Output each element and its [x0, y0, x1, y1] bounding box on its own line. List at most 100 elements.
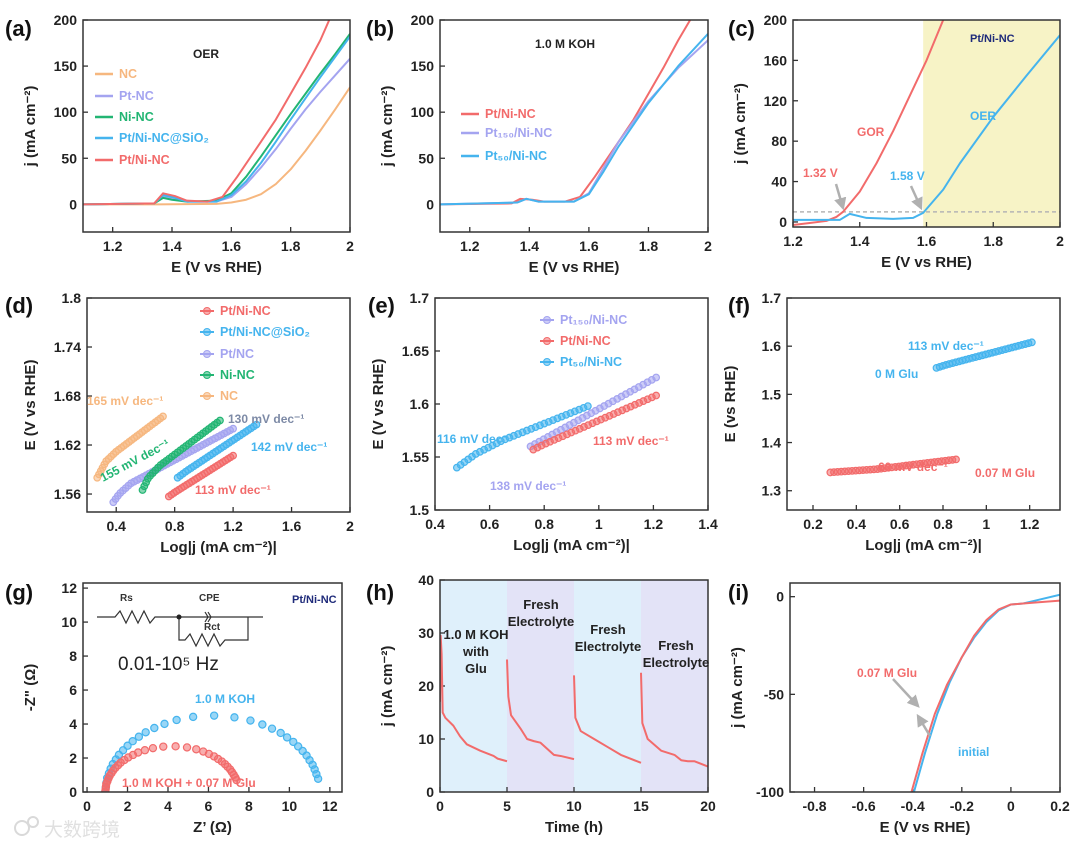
data-point [123, 741, 132, 750]
data-point [313, 774, 323, 783]
panel-label: (d) [5, 293, 33, 318]
data-point [276, 728, 285, 738]
data-point [246, 716, 255, 725]
circuit-node [176, 614, 182, 620]
x-tick-label: 0.4 [106, 518, 126, 534]
annotation: 0.07 M Glu [857, 666, 917, 680]
plot-frame [792, 19, 1061, 228]
x-tick-label: 1 [595, 516, 603, 532]
data-point [182, 743, 192, 752]
legend-marker [543, 358, 551, 366]
equivalent-circuit-icon [97, 609, 263, 648]
x-tick-label: -0.2 [950, 798, 974, 814]
shaded-region [923, 20, 1060, 227]
plot-frame [786, 297, 1061, 511]
x-tick-label: -0.6 [852, 798, 876, 814]
annotation: 0.07 M Glu [975, 466, 1035, 480]
y-axis-title: j (mA cm⁻²) [379, 86, 396, 168]
y-tick-label: 1.56 [54, 486, 81, 502]
x-axis-title: E (V vs RHE) [171, 259, 262, 276]
x-axis-title: Log|j (mA cm⁻²)| [865, 537, 982, 554]
y-axis-title: j (mA cm⁻²) [22, 86, 39, 168]
annotation: 138 mV dec⁻¹ [490, 479, 566, 493]
x-tick-label: 1.6 [222, 238, 242, 254]
annotation-text: 1.0 M KOH [443, 627, 508, 642]
x-tick-label: 15 [633, 798, 649, 814]
annotation-text: Fresh [523, 597, 558, 612]
data-point [148, 743, 158, 753]
x-axis-title: E (V vs RHE) [529, 259, 620, 276]
electrolyte-band [440, 580, 507, 792]
x-tick-label: -0.8 [802, 798, 826, 814]
panel-i: (i) -0.8 -0.6 -0.4 -0.2 0 0.2 -100 -50 0 E (V vs R… [728, 580, 1070, 836]
series-line [440, 33, 708, 206]
annotation: OER [193, 47, 219, 61]
panel-a: (a) 1.2 1.4 1.6 1.8 2 0 50 100 150 200 E (V vs RHE)… [5, 12, 354, 276]
panel-label: (a) [5, 16, 32, 41]
arrow-icon [909, 185, 923, 211]
series-line [83, 86, 350, 206]
plot-frame [439, 579, 709, 793]
legend-label: Pt/Ni-NC [560, 334, 611, 348]
y-tick-label: 1.8 [62, 290, 82, 306]
data-point [141, 728, 150, 737]
x-tick-label: 12 [322, 798, 338, 814]
plot-frame [434, 297, 709, 511]
series-line [83, 20, 331, 206]
annotation: 113 mV dec⁻¹ [195, 483, 271, 497]
data-point [652, 373, 661, 382]
x-tick-label: 0.8 [534, 516, 554, 532]
x-tick-label: 1.2 [103, 238, 123, 254]
legend-label: Pt₁₅₀/Ni-NC [560, 313, 627, 327]
arrow-icon [916, 713, 932, 737]
x-tick-label: 1.6 [579, 238, 599, 254]
series-line [573, 675, 642, 764]
x-tick-label: 8 [245, 798, 253, 814]
x-tick-label: 0.8 [933, 516, 953, 532]
x-tick-label: 1.4 [850, 233, 870, 249]
y-tick-label: 30 [418, 625, 434, 641]
annotation: 1.32 V [803, 166, 838, 180]
x-tick-label: 10 [566, 798, 582, 814]
y-tick-label: 1.6 [762, 338, 782, 354]
annotation-text: Fresh [590, 622, 625, 637]
x-axis-title: Log|j (mA cm⁻²)| [160, 539, 277, 556]
y-tick-label: 0 [69, 784, 77, 800]
panel-label: (h) [366, 580, 394, 605]
data-point [267, 724, 277, 733]
y-tick-label: 1.6 [410, 396, 430, 412]
x-axis-title: Z’ (Ω) [193, 819, 232, 836]
y-tick-label: 100 [54, 104, 78, 120]
x-tick-label: 2 [1056, 233, 1064, 249]
data-point [229, 424, 238, 433]
panel-b: (b) 1.2 1.4 1.6 1.8 2 0 50 100 150 200 E (V vs RHE)… [366, 12, 712, 276]
series-line [793, 34, 1060, 221]
series-line [440, 634, 508, 763]
data-point [128, 736, 137, 746]
x-tick-label: 1.8 [639, 238, 659, 254]
x-tick-label: 0.4 [847, 516, 867, 532]
x-tick-label: 0 [1007, 798, 1015, 814]
plot-frame [82, 582, 343, 793]
legend-marker [203, 328, 211, 336]
annotation-text: Electrolyte [575, 639, 641, 654]
series-line [912, 593, 1060, 792]
data-point [216, 416, 224, 425]
x-tick-label: 0.2 [803, 516, 823, 532]
y-tick-label: 1.68 [54, 388, 81, 404]
y-tick-label: 120 [764, 93, 788, 109]
legend-marker [543, 337, 551, 345]
data-point [150, 723, 159, 733]
y-tick-label: 1.55 [402, 449, 429, 465]
data-point [209, 711, 219, 720]
plot-frame [86, 297, 351, 513]
y-tick-label: 160 [764, 52, 788, 68]
y-tick-label: 40 [771, 174, 787, 190]
series-line [440, 20, 691, 206]
annotation: OER [970, 109, 996, 123]
annotation: GOR [857, 125, 885, 139]
plot-frame [789, 582, 1061, 793]
x-tick-label: 1.2 [783, 233, 803, 249]
panel-label: (e) [368, 293, 395, 318]
